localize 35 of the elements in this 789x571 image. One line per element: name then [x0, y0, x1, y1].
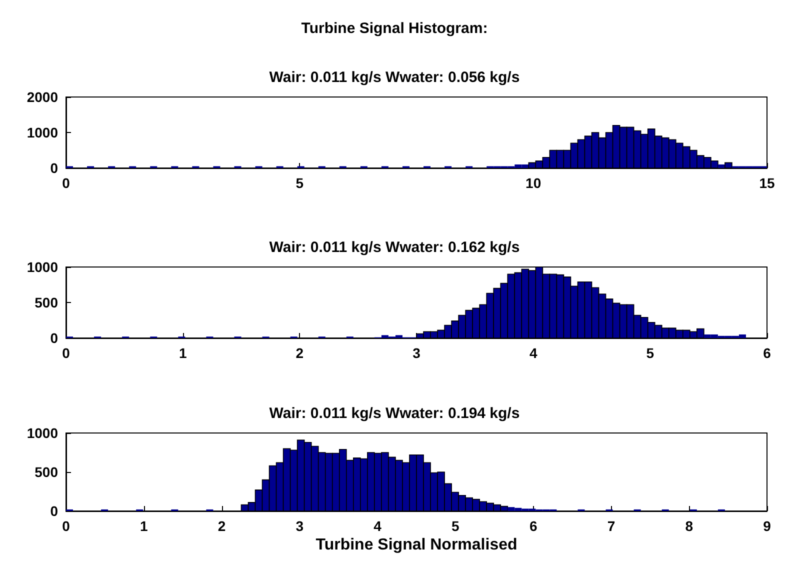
x-tick-label: 2: [218, 518, 226, 534]
y-tick-label: 0: [50, 503, 58, 519]
x-tick-label: 3: [412, 345, 421, 361]
x-tick-label: 6: [763, 345, 772, 361]
y-tick-label: 1000: [26, 259, 58, 275]
x-tick-label: 0: [62, 518, 70, 534]
y-tick-label: 1000: [26, 425, 58, 441]
y-tick-label: 2000: [26, 89, 58, 105]
y-tick-label: 500: [34, 294, 58, 310]
y-tick-label: 1000: [26, 124, 58, 140]
chart-subtitle: Wair: 0.011 kg/s Wwater: 0.056 kg/s: [269, 69, 520, 86]
x-tick-label: 0: [62, 345, 70, 361]
x-tick-label: 1: [140, 518, 148, 534]
x-tick-label: 5: [646, 345, 654, 361]
chart-title: Turbine Signal Histogram:: [301, 20, 488, 37]
x-tick-label: 4: [374, 518, 382, 534]
x-tick-label: 7: [607, 518, 616, 534]
x-tick-label: 15: [759, 175, 775, 191]
chart-title: Wair: 0.011 kg/s Wwater: 0.162 kg/s: [269, 239, 520, 256]
x-tick-label: 1: [178, 345, 187, 361]
y-tick-label: 500: [34, 464, 58, 480]
chart-title: Wair: 0.011 kg/s Wwater: 0.194 kg/s: [269, 405, 520, 422]
x-axis-title: Turbine Signal Normalised: [316, 536, 518, 554]
x-tick-label: 5: [296, 175, 304, 191]
x-tick-label: 2: [296, 345, 304, 361]
y-tick-label: 0: [50, 330, 58, 346]
x-tick-label: 0: [62, 175, 70, 191]
x-tick-label: 4: [529, 345, 538, 361]
x-tick-label: 3: [296, 518, 304, 534]
x-tick-label: 8: [685, 518, 694, 534]
x-tick-label: 5: [452, 518, 460, 534]
x-tick-label: 9: [763, 518, 772, 534]
x-tick-label: 6: [529, 518, 538, 534]
x-tick-label: 10: [526, 175, 542, 191]
y-tick-label: 0: [50, 160, 58, 176]
